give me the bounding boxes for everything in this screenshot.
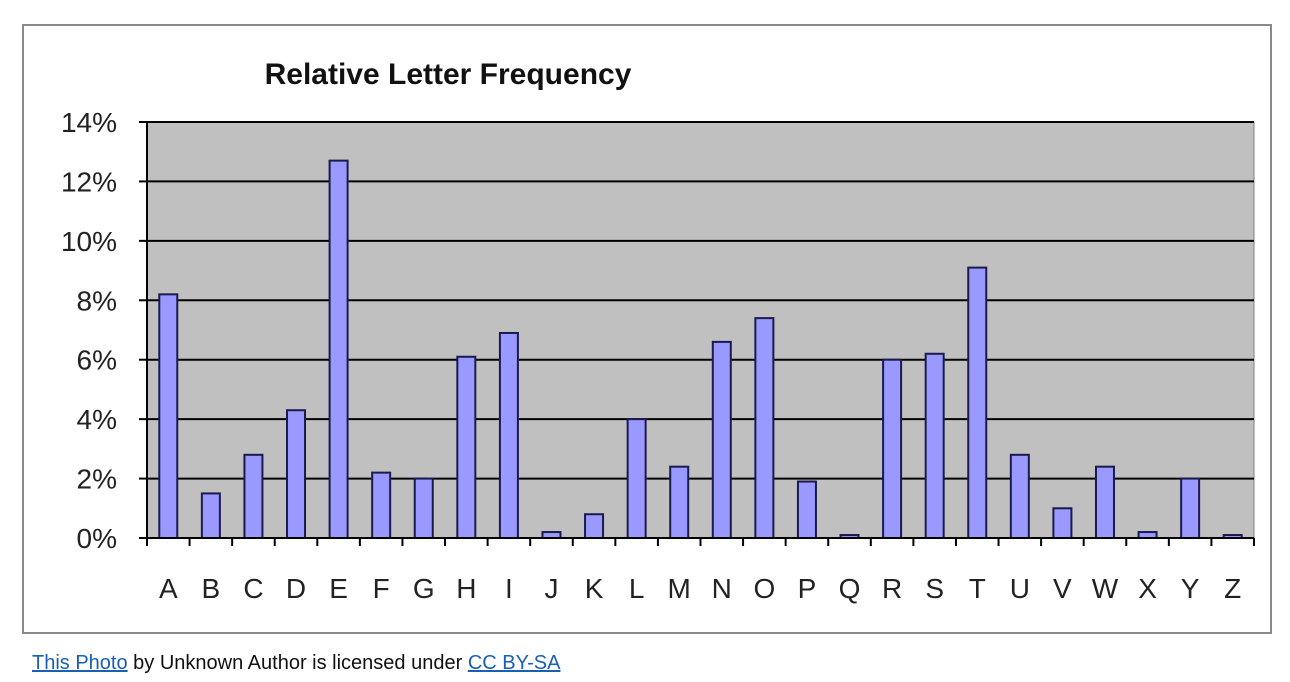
y-tick-label: 6% — [77, 345, 117, 376]
x-tick-label: E — [329, 573, 348, 604]
chart-frame: 0% 2% 4% 6% 8% 10% 12% 14% A B C D E F G H I J K L M N O P Q R S T U… — [22, 24, 1272, 634]
bar-a — [158, 293, 179, 540]
chart-title: Relative Letter Frequency — [265, 58, 632, 91]
y-tick-label: 2% — [77, 464, 117, 495]
bar-e — [328, 159, 349, 539]
bar-p — [796, 480, 817, 539]
bar-chart: 0% 2% 4% 6% 8% 10% 12% 14% A B C D E F G H I J K L M N O P Q R S T U… — [61, 58, 1255, 604]
x-tick-label: L — [629, 573, 645, 604]
bar-i — [498, 331, 519, 539]
x-tick-label: S — [925, 573, 944, 604]
axes: 0% 2% 4% 6% 8% 10% 12% 14% A B C D E F G H I J K L M N O P Q R S T U… — [61, 107, 1255, 604]
x-tick-label: V — [1053, 573, 1072, 604]
bar-o — [754, 317, 775, 539]
y-tick-label: 4% — [77, 404, 117, 435]
bar-n — [711, 340, 732, 539]
x-tick-label: K — [585, 573, 604, 604]
x-tick-label: M — [668, 573, 691, 604]
bar-l — [626, 418, 647, 539]
x-tick-label: W — [1092, 573, 1119, 604]
bar-t — [967, 266, 988, 539]
x-tick-label: B — [202, 573, 221, 604]
plot-background — [146, 121, 1255, 539]
bar-w — [1094, 465, 1115, 539]
y-tick-label: 8% — [77, 285, 117, 316]
x-tick-label: A — [159, 573, 178, 604]
x-tick-label: Y — [1181, 573, 1200, 604]
attribution-text: by Unknown Author is licensed under — [127, 652, 468, 674]
bar-s — [924, 352, 945, 539]
bar-k — [584, 513, 605, 540]
x-tick-label: P — [798, 573, 817, 604]
x-tick-label: R — [882, 573, 902, 604]
y-tick-label: 0% — [77, 523, 117, 554]
x-tick-label: N — [712, 573, 732, 604]
x-tick-label: T — [969, 573, 986, 604]
x-tick-label: J — [544, 573, 558, 604]
x-tick-label: F — [373, 573, 390, 604]
bar-m — [669, 465, 690, 539]
photo-link[interactable]: This Photo — [32, 652, 128, 674]
bar-u — [1009, 453, 1030, 539]
x-tick-label: H — [456, 573, 476, 604]
bar-r — [882, 358, 903, 540]
x-tick-label: I — [505, 573, 513, 604]
bar-c — [243, 453, 264, 539]
bars — [158, 159, 1243, 540]
x-tick-label: Q — [839, 573, 861, 604]
bar-d — [286, 409, 307, 540]
y-tick-label: 10% — [61, 226, 117, 257]
bar-h — [456, 355, 477, 539]
x-tick-label: U — [1010, 573, 1030, 604]
x-tick-label: Z — [1224, 573, 1241, 604]
x-tick-label: C — [243, 573, 263, 604]
bar-v — [1052, 507, 1073, 539]
x-tick-label: X — [1138, 573, 1157, 604]
bar-y — [1180, 477, 1201, 540]
bar-f — [371, 471, 392, 539]
bar-g — [413, 477, 434, 540]
y-tick-label: 12% — [61, 166, 117, 197]
x-tick-label: O — [753, 573, 775, 604]
x-tick-label: D — [286, 573, 306, 604]
x-tick-label: G — [413, 573, 435, 604]
attribution-caption: This Photo by Unknown Author is licensed… — [32, 652, 560, 675]
bar-b — [200, 492, 221, 539]
y-tick-label: 14% — [61, 107, 117, 138]
license-link[interactable]: CC BY-SA — [467, 652, 561, 674]
